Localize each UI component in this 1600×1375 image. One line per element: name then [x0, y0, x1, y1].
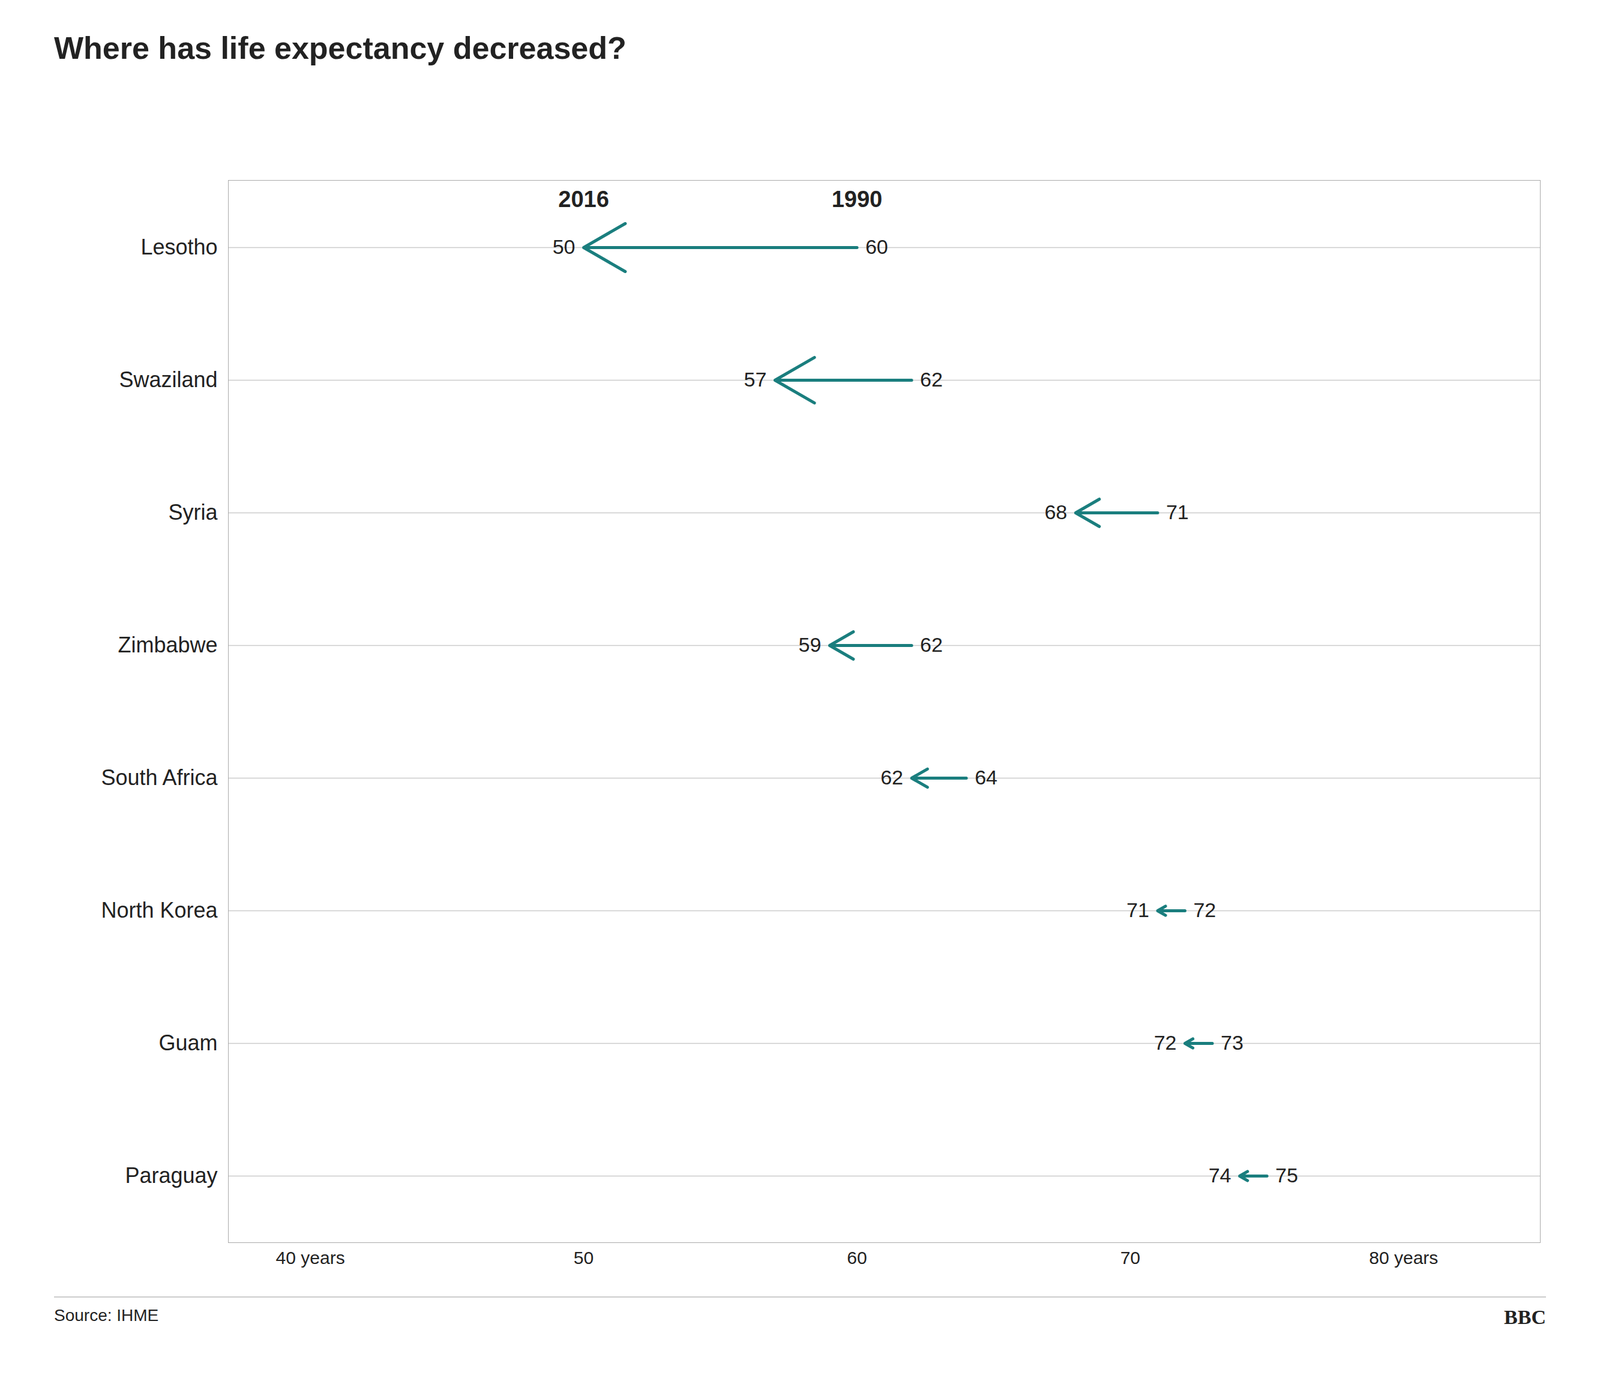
svg-text:South Africa: South Africa — [100, 765, 218, 790]
svg-text:59: 59 — [798, 633, 822, 656]
svg-text:71: 71 — [1166, 500, 1189, 524]
svg-text:62: 62 — [920, 367, 943, 391]
html-text:Where has life expectancy decr: Where has life expectancy decreased? — [54, 30, 627, 66]
svg-text:57: 57 — [744, 367, 767, 391]
svg-text:Syria: Syria — [168, 499, 218, 525]
svg-text:Lesotho: Lesotho — [140, 234, 218, 260]
svg-text:73: 73 — [1220, 1031, 1244, 1054]
svg-text:70: 70 — [1120, 1247, 1141, 1268]
html-text:BBC: BBC — [1504, 1305, 1546, 1329]
svg-text:Paraguay: Paraguay — [124, 1163, 218, 1188]
svg-text:64: 64 — [974, 765, 998, 789]
svg-text:75: 75 — [1275, 1163, 1299, 1187]
svg-text:Guam: Guam — [158, 1030, 218, 1056]
svg-text:40 years: 40 years — [276, 1247, 346, 1268]
svg-text:Zimbabwe: Zimbabwe — [117, 632, 218, 658]
html-text:Source: IHME: Source: IHME — [54, 1305, 159, 1325]
svg-text:60: 60 — [865, 235, 889, 259]
svg-text:74: 74 — [1208, 1163, 1232, 1187]
svg-text:71: 71 — [1126, 898, 1150, 922]
svg-text:80 years: 80 years — [1368, 1247, 1438, 1268]
svg-text:50: 50 — [573, 1247, 594, 1268]
svg-text:72: 72 — [1154, 1031, 1177, 1054]
svg-text:60: 60 — [846, 1247, 867, 1268]
svg-text:North Korea: North Korea — [100, 897, 218, 923]
svg-text:62: 62 — [880, 765, 904, 789]
svg-text:2016: 2016 — [558, 186, 610, 212]
svg-text:Swaziland: Swaziland — [118, 367, 218, 392]
svg-text:72: 72 — [1193, 898, 1216, 922]
svg-text:68: 68 — [1044, 500, 1068, 524]
svg-text:50: 50 — [552, 235, 576, 259]
svg-text:62: 62 — [920, 633, 943, 656]
svg-text:1990: 1990 — [831, 186, 883, 212]
